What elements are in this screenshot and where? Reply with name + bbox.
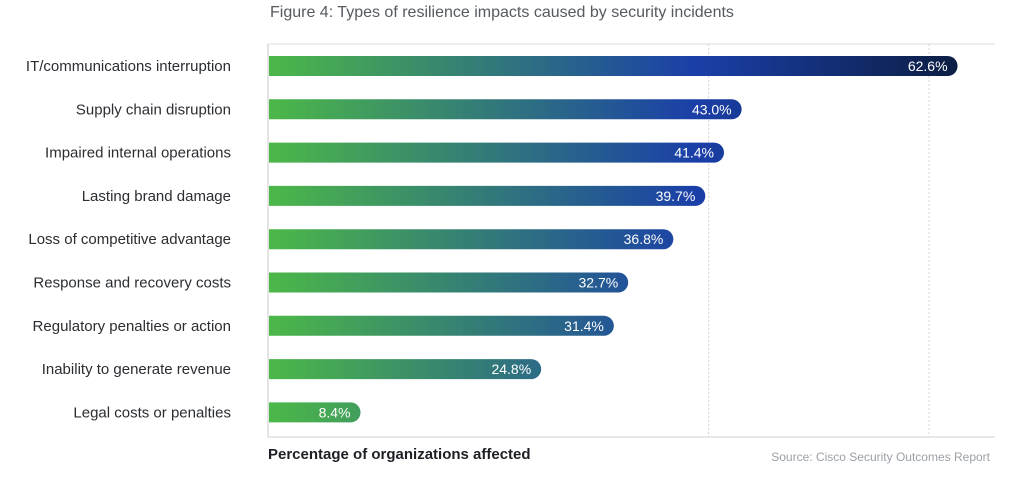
value-label: 31.4%	[564, 318, 604, 334]
value-label: 24.8%	[491, 361, 531, 377]
category-label: Lasting brand damage	[82, 188, 231, 205]
bar	[269, 229, 674, 250]
bar	[269, 142, 725, 163]
bar	[269, 272, 629, 293]
category-label: Loss of competitive advantage	[28, 231, 231, 248]
value-label: 39.7%	[656, 188, 696, 204]
bar	[269, 56, 958, 76]
bar	[269, 315, 614, 336]
bar	[269, 402, 361, 423]
source-note: Source: Cisco Security Outcomes Report	[771, 450, 990, 464]
value-label: 8.4%	[319, 404, 351, 420]
category-label: Response and recovery costs	[33, 275, 231, 292]
category-label: Regulatory penalties or action	[33, 318, 231, 335]
chart-title: Figure 4: Types of resilience impacts ca…	[270, 4, 734, 21]
category-label: IT/communications interruption	[26, 58, 231, 75]
category-label: Inability to generate revenue	[42, 361, 231, 378]
bar	[269, 185, 706, 206]
value-label: 41.4%	[674, 145, 714, 161]
value-label: 43.0%	[692, 101, 732, 117]
bar	[269, 359, 542, 380]
bar	[269, 99, 742, 120]
category-label: Legal costs or penalties	[73, 404, 231, 421]
value-label: 36.8%	[624, 231, 664, 247]
category-label: Impaired internal operations	[45, 145, 231, 162]
value-label: 62.6%	[908, 58, 948, 74]
x-axis-label: Percentage of organizations affected	[268, 446, 531, 463]
category-label: Supply chain disruption	[76, 101, 231, 118]
value-label: 32.7%	[578, 275, 618, 291]
